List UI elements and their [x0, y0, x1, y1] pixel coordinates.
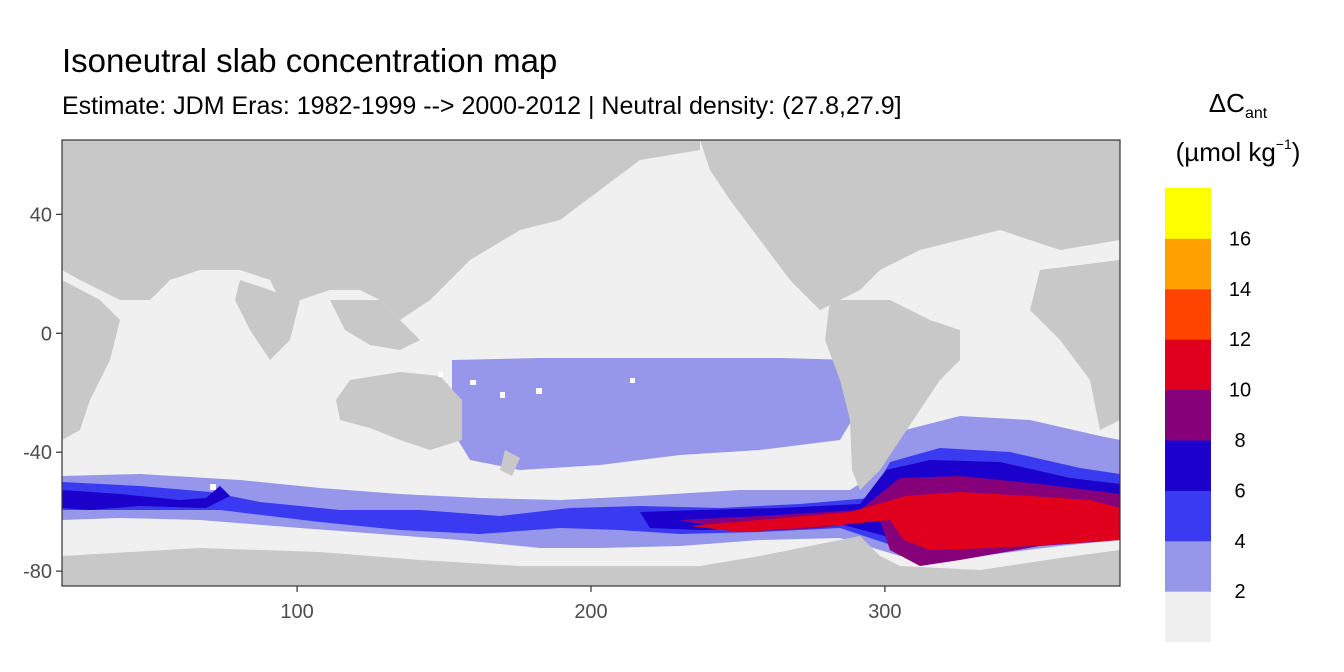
island-speckle: [438, 372, 443, 377]
band-6-8: [62, 486, 230, 510]
y-tick-label: 0: [41, 323, 52, 345]
legend-swatch: [1165, 591, 1211, 643]
island-speckle: [630, 378, 635, 383]
land-australia: [336, 372, 462, 450]
y-tick-label: -80: [23, 561, 52, 583]
land-se-asia: [330, 300, 420, 350]
land-antarctica: [62, 536, 1120, 586]
legend-break-label: 10: [1229, 380, 1251, 402]
land-africa-east: [1030, 260, 1120, 430]
legend-break-label: 12: [1229, 329, 1251, 351]
legend-break-label: 14: [1229, 279, 1251, 301]
plot-subtitle: Estimate: JDM Eras: 1982-1999 --> 2000-2…: [62, 92, 902, 120]
map-panel: [62, 140, 1120, 586]
legend-break-label: 6: [1234, 480, 1245, 502]
island-speckle: [210, 484, 216, 490]
legend-swatch: [1165, 540, 1211, 592]
legend-colorbar: 2 4 6 8 10 12 14 16: [1165, 188, 1251, 643]
band-10-12: [690, 492, 1120, 550]
land-south-america: [825, 300, 960, 490]
x-tick-label: 100: [280, 601, 313, 623]
legend-break-label: 4: [1234, 531, 1245, 553]
x-tick-label: 300: [868, 601, 901, 623]
land-new-zealand: [500, 450, 520, 476]
legend-swatch: [1165, 389, 1211, 441]
legend-swatch: [1165, 339, 1211, 391]
legend-swatch: [1165, 490, 1211, 542]
y-tick-label: -40: [23, 442, 52, 464]
band-2-4-pacific: [452, 358, 852, 470]
land-africa: [62, 280, 120, 440]
island-speckle: [536, 388, 542, 394]
plot-title: Isoneutral slab concentration map: [62, 42, 558, 79]
legend-break-label: 8: [1234, 430, 1245, 452]
legend-swatch: [1165, 440, 1211, 491]
y-tick-label: 40: [30, 204, 52, 226]
legend-swatch: [1165, 188, 1211, 239]
legend-swatch: [1165, 288, 1211, 340]
land-india: [235, 280, 300, 360]
legend-title-symbol: ΔCant: [1208, 88, 1268, 122]
land-north-america: [700, 140, 1120, 310]
island-speckle: [470, 380, 476, 385]
land-eurasia: [62, 140, 700, 320]
legend-break-label: 16: [1229, 228, 1251, 250]
legend-title-unit: (µmol kg−1): [1175, 136, 1301, 167]
islands: [210, 372, 635, 490]
legend-swatch: [1165, 238, 1211, 290]
x-tick-label: 200: [574, 601, 607, 623]
concentration-bands: [62, 358, 1120, 566]
legend-break-label: 2: [1234, 581, 1245, 603]
land-masses: [62, 140, 1120, 586]
island-speckle: [500, 392, 505, 398]
